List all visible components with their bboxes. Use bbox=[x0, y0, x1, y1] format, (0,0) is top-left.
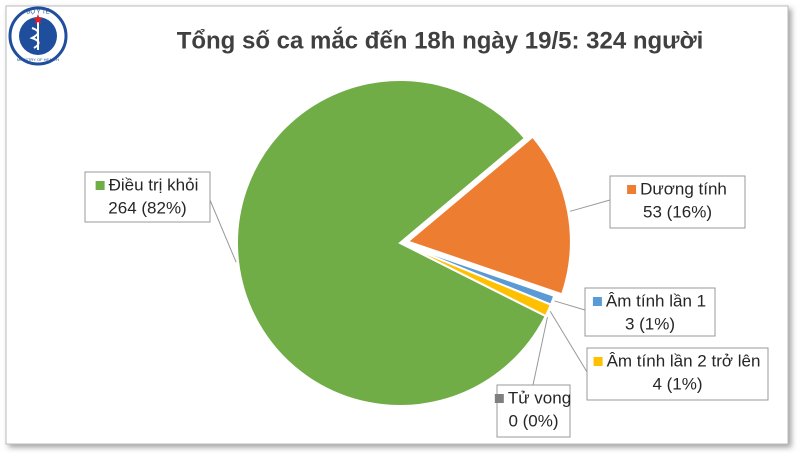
labels: Dương tính 53 (16%) Âm tính lần 1 3 (1%) Âm … bbox=[84, 171, 769, 438]
value-label: 53 (16%) bbox=[643, 202, 712, 221]
pie-slice bbox=[405, 135, 572, 296]
legend-swatch bbox=[592, 297, 602, 306]
label-box bbox=[496, 384, 571, 438]
category-label: Tử vong bbox=[508, 388, 571, 407]
logo-bottom: MINISTRY OF HEALTH bbox=[17, 57, 59, 62]
leader-line bbox=[532, 316, 548, 386]
label-box bbox=[609, 175, 746, 229]
label-box bbox=[586, 347, 769, 401]
legend-swatch bbox=[627, 185, 637, 194]
category-label: Âm tính lần 1 bbox=[606, 291, 706, 310]
category-label: Dương tính bbox=[640, 179, 727, 198]
label-box bbox=[84, 171, 211, 223]
logo-emblem bbox=[29, 22, 40, 50]
value-label: 0 (0%) bbox=[508, 411, 558, 430]
legend-swatch bbox=[593, 357, 603, 366]
value-label: 4 (1%) bbox=[652, 374, 702, 393]
logo-star bbox=[33, 14, 43, 24]
leader-line bbox=[569, 199, 611, 212]
logo-top: BỘ Y TẾ bbox=[26, 9, 49, 16]
leader-line bbox=[554, 300, 586, 311]
pie bbox=[236, 79, 572, 407]
category-label: Âm tính lần 2 trở lên bbox=[607, 351, 761, 370]
leader-line bbox=[549, 311, 588, 373]
value-label: 3 (1%) bbox=[625, 314, 675, 333]
value-label: 264 (82%) bbox=[108, 198, 186, 217]
leader-line bbox=[209, 199, 237, 263]
chart-title: Tổng số ca mắc đến 18h ngày 19/5: 324 ng… bbox=[177, 26, 704, 54]
legend-swatch bbox=[494, 394, 504, 403]
category-label: Điều trị khỏi bbox=[109, 175, 199, 194]
logo: BỘ Y TẾ MINISTRY OF HEALTH bbox=[8, 6, 68, 66]
legend-swatch bbox=[95, 181, 105, 190]
label-box bbox=[584, 287, 716, 337]
pie-slice bbox=[236, 79, 548, 407]
